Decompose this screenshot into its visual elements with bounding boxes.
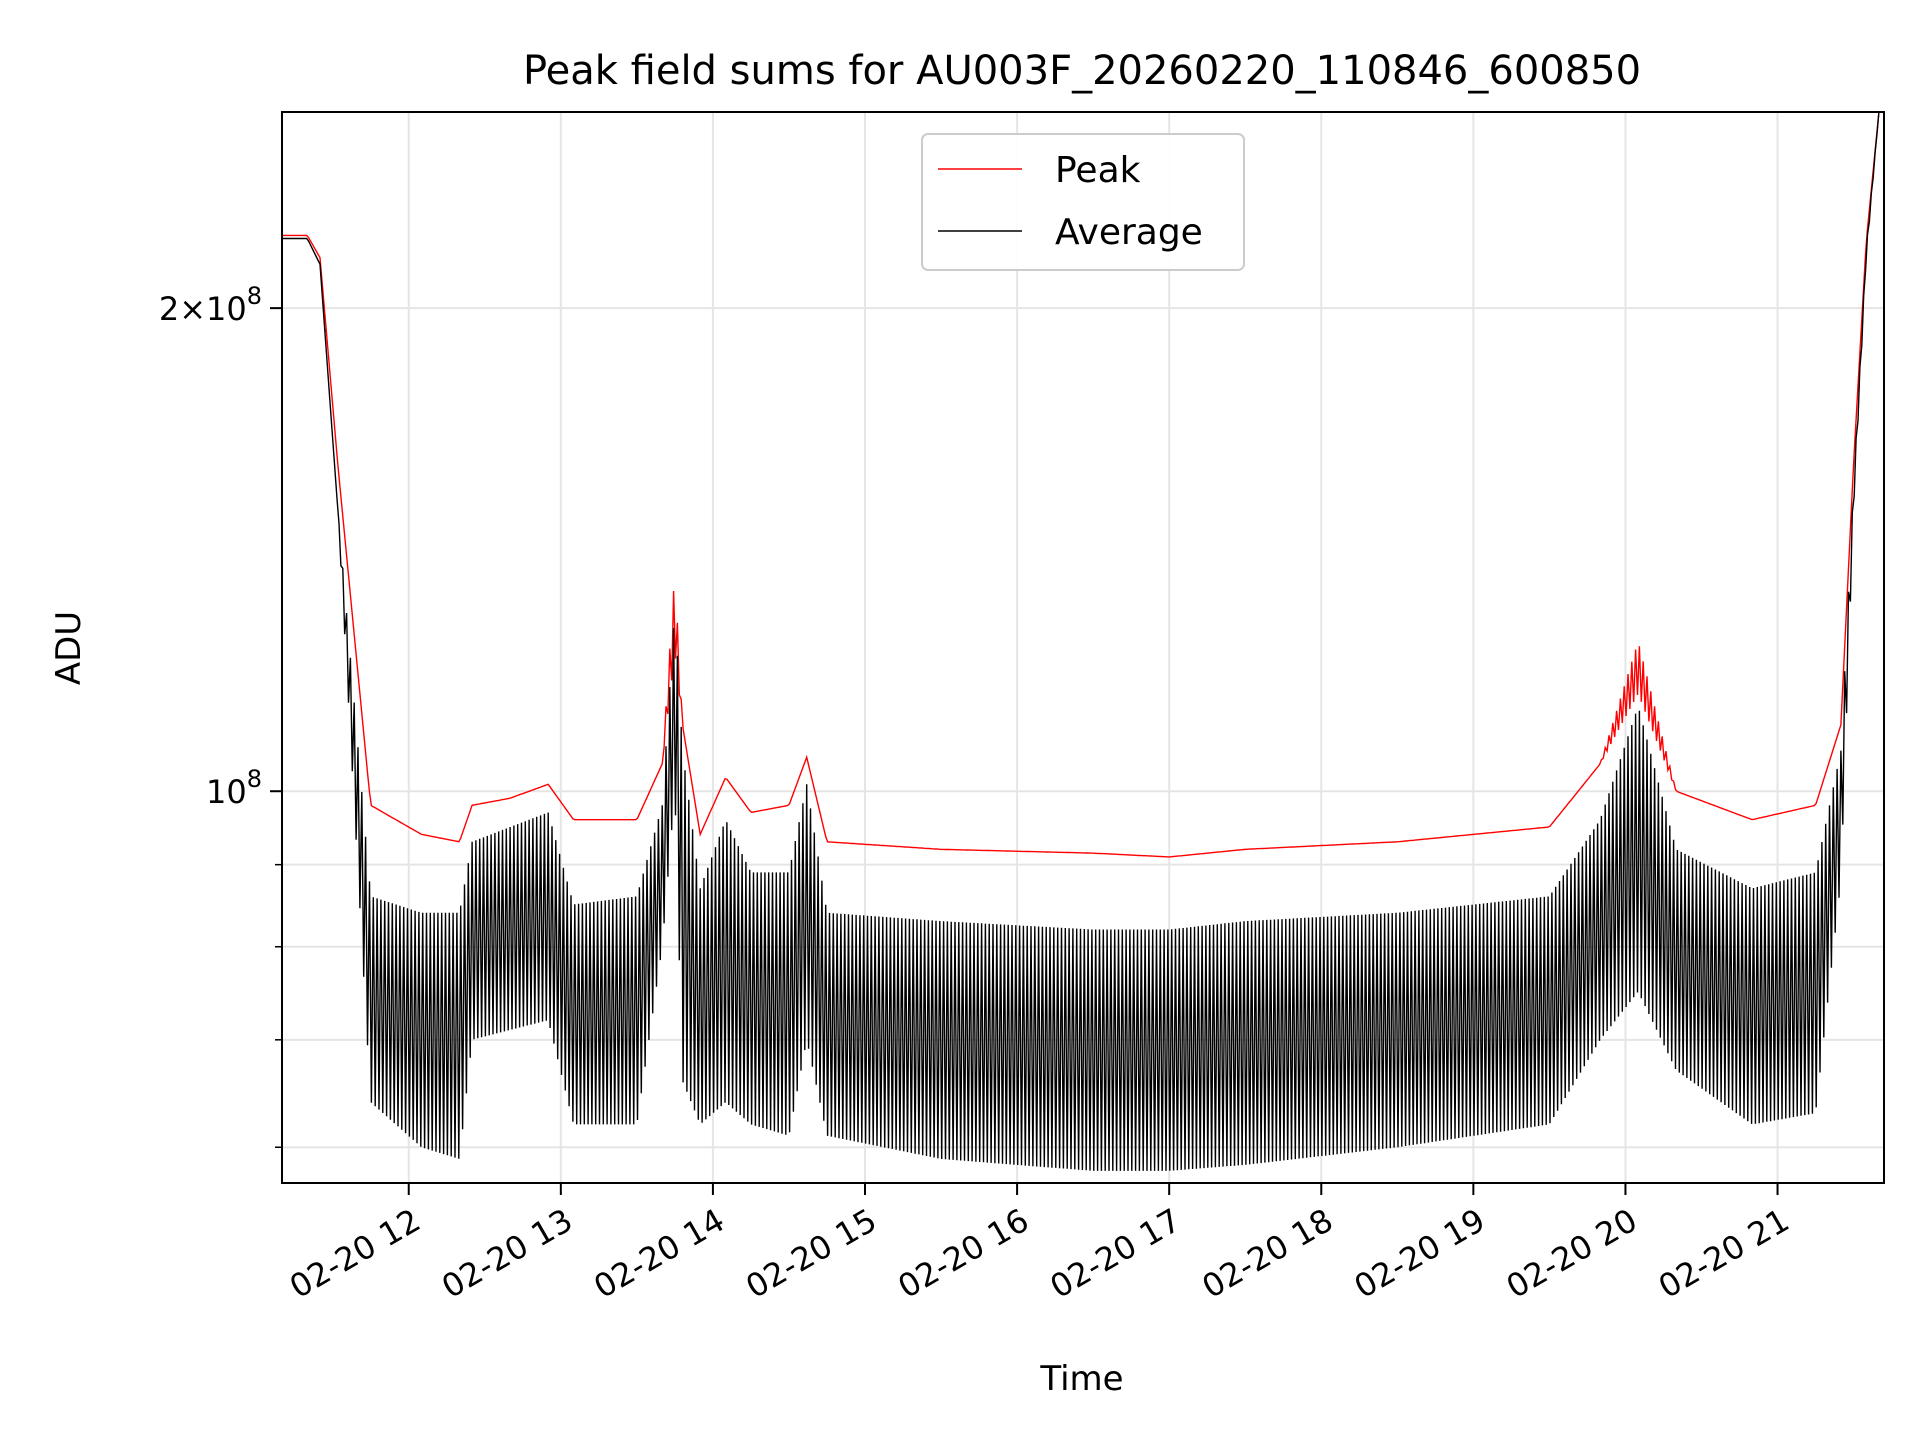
legend-entry-label: Peak (1055, 150, 1141, 191)
series-layer (282, 111, 1880, 1171)
y-tick-exponent: 8 (247, 765, 262, 793)
y-tick-mantissa: 2 (159, 290, 179, 328)
y-tick-base: 10 (206, 290, 247, 328)
plot-frame (281, 111, 1885, 1184)
legend: Peak Average (921, 133, 1245, 271)
y-tick-label: 108 (206, 765, 262, 811)
y-tick-exponent: 8 (247, 282, 262, 310)
series-line-peak (282, 111, 1880, 858)
series-line-average (282, 111, 1880, 1171)
legend-box (921, 133, 1245, 271)
y-tick-base: 10 (206, 773, 247, 811)
legend-entry-label: Average (1055, 212, 1203, 253)
chart-title: Peak field sums for AU003F_20260220_1108… (523, 48, 1641, 94)
y-axis-label: ADU (49, 611, 89, 685)
y-tick-times: × (179, 290, 206, 328)
x-axis-label: Time (1039, 1359, 1123, 1399)
y-tick-label: 2×108 (159, 282, 262, 328)
